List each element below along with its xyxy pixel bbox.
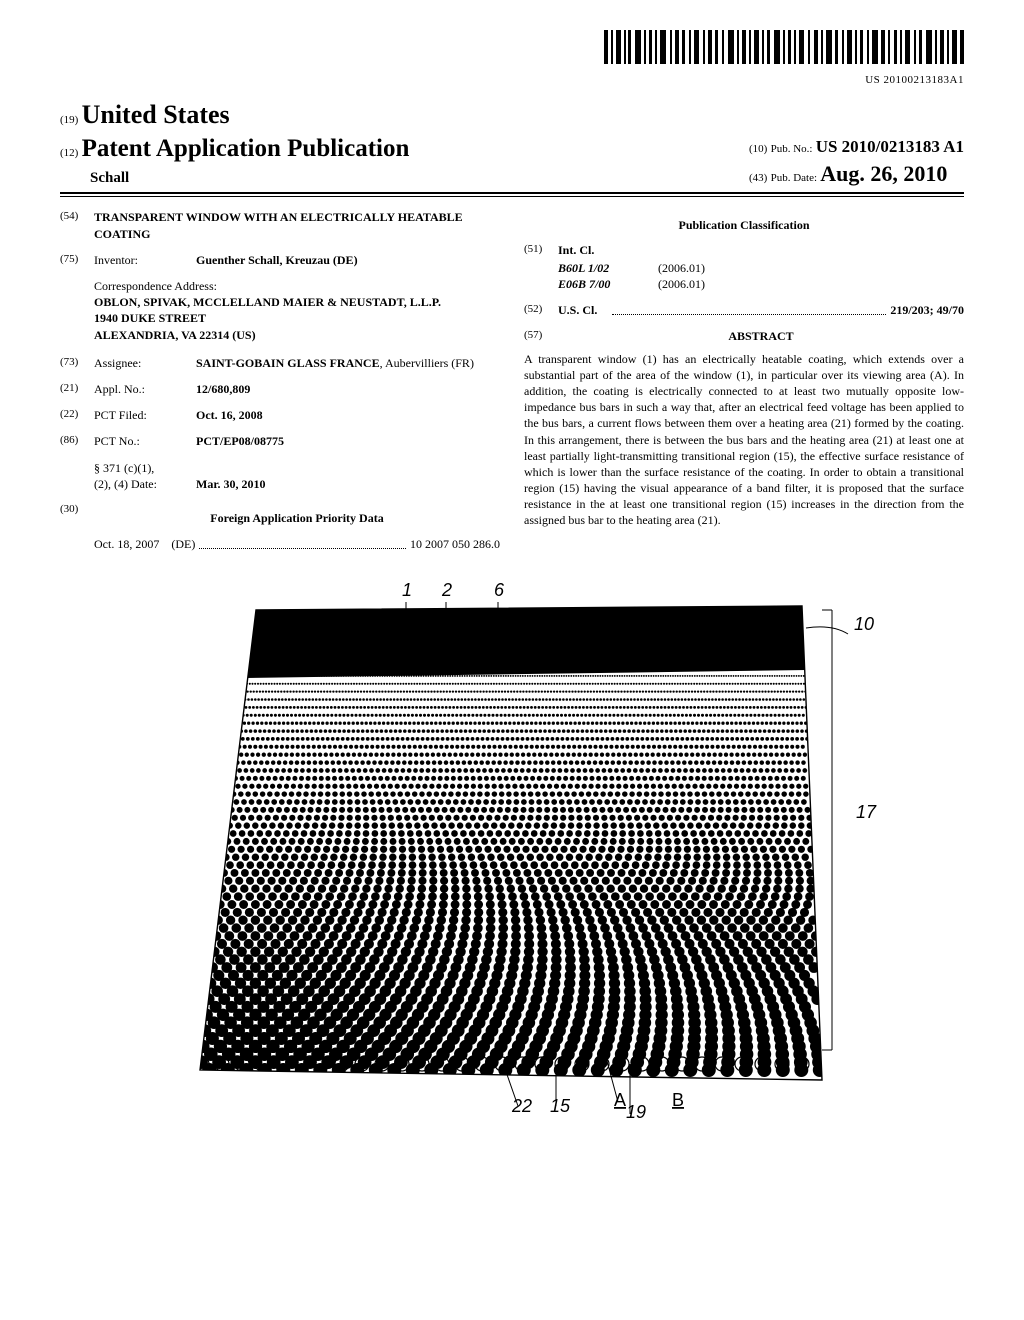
author: Schall [90,168,409,188]
assignee-code: (73) [60,355,94,371]
correspondence-label: Correspondence Address: [94,278,500,294]
right-column: Publication Classification (51) Int. Cl.… [524,209,964,552]
intcl-code: (51) [524,242,558,258]
correspondence-line-1: 1940 DUKE STREET [94,310,500,326]
barcode [60,30,964,69]
inventor-code: (75) [60,252,94,268]
svg-text:10: 10 [854,614,874,634]
title-code: (54) [60,209,94,241]
pct-no-value: PCT/EP08/08775 [196,433,500,449]
intcl-code-0: B60L 1/02 [558,260,658,276]
svg-text:A: A [614,1090,626,1110]
s371-value: Mar. 30, 2010 [196,476,500,492]
pct-filed-label: PCT Filed: [94,407,196,423]
rule-thin [60,196,964,197]
abstract-text: A transparent window (1) has an electric… [524,351,964,529]
svg-text:B: B [672,1090,684,1110]
svg-text:2: 2 [441,580,452,600]
pub-no-prefix: (10) [749,143,767,155]
foreign-country: (DE) [171,536,195,552]
inventor-value: Guenther Schall, Kreuzau (DE) [196,253,358,267]
svg-text:15: 15 [550,1096,571,1116]
svg-text:1: 1 [402,580,412,600]
right-header: (10) Pub. No.: US 2010/0213183 A1 (43) P… [749,136,964,189]
appl-no-value: 12/680,809 [196,381,500,397]
pub-date-prefix: (43) [749,172,767,184]
abstract-label: ABSTRACT [558,328,964,344]
appl-no-label: Appl. No.: [94,381,196,397]
assignee-label: Assignee: [94,355,196,371]
country: United States [82,100,230,129]
dots-filler-2 [612,302,886,315]
pub-date-label: Pub. Date: [771,172,817,184]
uscl-code: (52) [524,302,558,318]
dots-filler [199,536,406,549]
pct-filed-code: (22) [60,407,94,423]
pub-no-label: Pub. No.: [771,143,813,155]
svg-text:6: 6 [494,580,505,600]
pub-no: US 2010/0213183 A1 [816,137,964,156]
intcl-year-1: (2006.01) [658,276,758,292]
assignee-rest: , Aubervilliers (FR) [380,356,474,370]
foreign-date: Oct. 18, 2007 [94,536,159,552]
intcl-label: Int. Cl. [558,242,964,258]
s371-label1: § 371 (c)(1), [94,460,196,476]
patent-figure: 1 2 6 10 17 22 15 19A B [60,570,964,1130]
svg-text:19: 19 [626,1102,646,1122]
appl-no-code: (21) [60,381,94,397]
pub-date: Aug. 26, 2010 [820,161,947,186]
foreign-code: (30) [60,502,94,526]
correspondence-line-0: OBLON, SPIVAK, MCCLELLAND MAIER & NEUSTA… [94,294,500,310]
inventor-label: Inventor: [94,252,196,268]
country-prefix: (19) [60,114,78,126]
svg-text:17: 17 [856,802,877,822]
correspondence-block: Correspondence Address: OBLON, SPIVAK, M… [94,278,500,343]
intcl-table: B60L 1/02 (2006.01) E06B 7/00 (2006.01) [558,260,964,292]
doc-type: Patent Application Publication [82,135,410,162]
foreign-heading: Foreign Application Priority Data [94,510,500,526]
left-header: (19) United States (12) Patent Applicati… [60,97,409,188]
assignee-bold: SAINT-GOBAIN GLASS FRANCE [196,356,380,370]
title: TRANSPARENT WINDOW WITH AN ELECTRICALLY … [94,209,500,241]
pct-no-code: (86) [60,433,94,449]
left-column: (54) TRANSPARENT WINDOW WITH AN ELECTRIC… [60,209,500,552]
pct-no-label: PCT No.: [94,433,196,449]
uscl-value: 219/203; 49/70 [890,302,964,318]
foreign-number: 10 2007 050 286.0 [410,536,500,552]
s371-label2: (2), (4) Date: [94,476,196,492]
pct-filed-value: Oct. 16, 2008 [196,407,500,423]
doc-type-prefix: (12) [60,147,78,159]
intcl-year-0: (2006.01) [658,260,758,276]
intcl-code-1: E06B 7/00 [558,276,658,292]
uscl-label: U.S. Cl. [558,302,608,318]
barcode-number: US 20100213183A1 [60,73,964,88]
pub-class-heading: Publication Classification [524,217,964,233]
svg-text:22: 22 [511,1096,532,1116]
rule-thick [60,192,964,194]
abstract-code: (57) [524,328,558,350]
correspondence-line-2: ALEXANDRIA, VA 22314 (US) [94,327,500,343]
